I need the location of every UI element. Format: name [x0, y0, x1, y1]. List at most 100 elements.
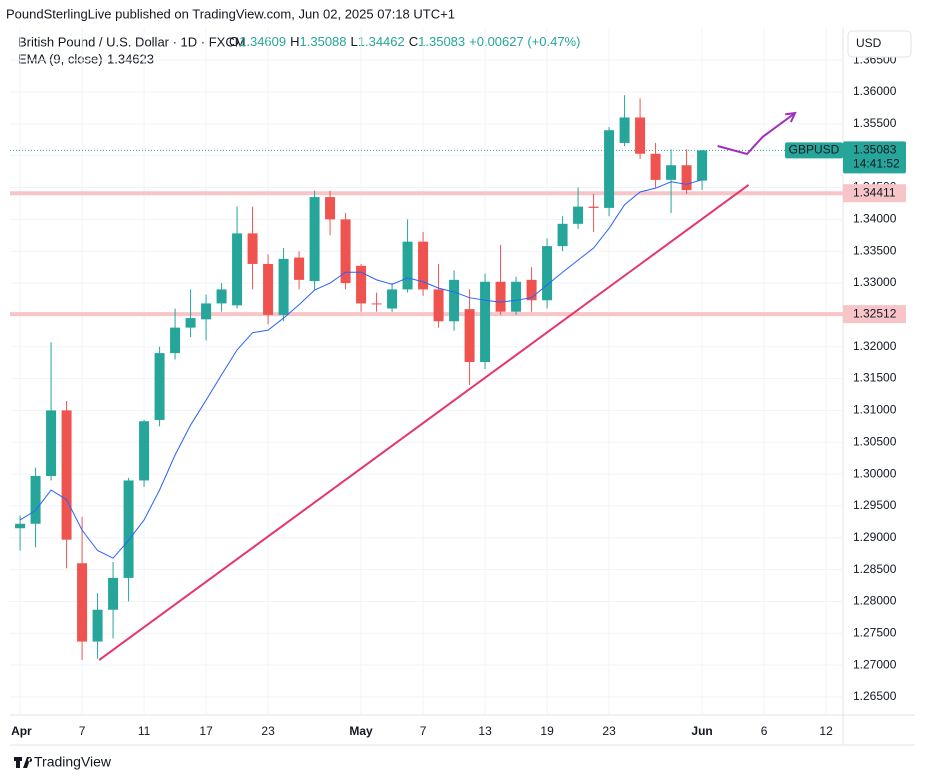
- y-tick-label: 1.30500: [853, 434, 897, 448]
- candle-body: [697, 150, 708, 181]
- candle-body: [464, 309, 475, 363]
- candle-body: [666, 165, 677, 180]
- plot-area: [10, 28, 843, 715]
- x-tick-label: 6: [761, 724, 768, 738]
- level-label-box: [843, 184, 906, 203]
- logo: TradingView: [14, 754, 112, 770]
- candle-body: [619, 117, 630, 143]
- x-tick-label: 23: [261, 724, 275, 738]
- legend: British Pound / U.S. Dollar · 1D · FXCM …: [18, 34, 580, 66]
- x-tick-label: 7: [420, 724, 427, 738]
- trend-line: [98, 184, 750, 661]
- x-tick-label: Jun: [691, 724, 712, 738]
- candle-body: [433, 289, 444, 322]
- y-tick-label: 1.26500: [853, 689, 897, 703]
- level-label: 1.34411: [853, 185, 896, 199]
- publisher: PoundSterlingLive published on TradingVi…: [6, 6, 455, 21]
- footer: TradingView: [34, 754, 112, 770]
- candle-body: [480, 281, 491, 363]
- y-tick-label: 1.28000: [853, 594, 897, 608]
- ohlc: O1.34609 H1.35088 L1.34462 C1.35083 +0.00627…: [229, 34, 580, 49]
- candle-body: [511, 281, 522, 312]
- candle-body: [77, 563, 88, 642]
- candle-body: [650, 153, 661, 180]
- y-tick-label: 1.33500: [853, 243, 897, 257]
- currency: USD: [856, 36, 882, 50]
- candle-body: [108, 577, 119, 610]
- change: +0.00627 (+0.47%): [469, 34, 580, 49]
- ema-value: 1.34623: [107, 51, 154, 66]
- candle-body: [681, 165, 692, 191]
- candle-body: [278, 258, 289, 315]
- y-tick-label: 1.34000: [853, 212, 897, 226]
- candle-body: [185, 318, 196, 328]
- candle-body: [15, 523, 26, 529]
- logo-icon: [14, 757, 33, 768]
- candle-body: [46, 410, 57, 477]
- projection-arrow: [717, 112, 796, 156]
- candle-body: [232, 233, 243, 306]
- y-tick-label: 1.32000: [853, 339, 897, 353]
- candle-body: [526, 279, 537, 301]
- x-tick-label: 11: [138, 724, 151, 738]
- symbol-label: GBPUSD: [789, 143, 840, 157]
- y-tick-label: 1.35500: [853, 116, 897, 130]
- countdown: 14:41:52: [853, 157, 900, 171]
- y-tick-label: 1.28500: [853, 562, 897, 576]
- ohlc-key: O: [229, 34, 239, 49]
- y-tick-label: 1.33000: [853, 275, 897, 289]
- ohlc-key: H: [290, 34, 299, 49]
- ohlc-value: 1.34609: [239, 34, 286, 49]
- ohlc-value: 1.35088: [300, 34, 347, 49]
- y-tick-label: 1.31000: [853, 403, 897, 417]
- candle-body: [139, 421, 150, 481]
- price-box: [843, 141, 906, 174]
- y-tick-label: 1.31500: [853, 371, 897, 385]
- x-tick-label: 12: [819, 724, 833, 738]
- candle-body: [123, 480, 134, 578]
- x-tick-label: Apr: [11, 724, 32, 738]
- currency-box: [847, 30, 912, 58]
- symbol-box: [785, 142, 843, 159]
- price-label: 1.35083: [853, 143, 897, 157]
- candle-body: [294, 257, 305, 280]
- ohlc-value: 1.35083: [418, 34, 465, 49]
- candle-body: [30, 476, 41, 524]
- candle-body: [263, 263, 274, 315]
- y-tick-label: 1.30000: [853, 466, 897, 480]
- ohlc-key: C: [409, 34, 418, 49]
- candle-body: [495, 281, 506, 312]
- y-tick-label: 1.29000: [853, 530, 897, 544]
- y-tick-label: 1.36000: [853, 84, 897, 98]
- candle-body: [325, 197, 336, 220]
- candle-body: [588, 206, 599, 208]
- x-tick-label: 23: [602, 724, 616, 738]
- indicator: EMA (9, close): [18, 51, 103, 66]
- candle-body: [154, 353, 165, 420]
- x-tick-label: 17: [199, 724, 213, 738]
- candle-body: [61, 410, 72, 540]
- candle-body: [216, 289, 227, 304]
- ohlc-key: L: [351, 34, 358, 49]
- candle-body: [247, 233, 258, 264]
- candle-body: [573, 206, 584, 224]
- candle-body: [418, 241, 429, 290]
- candle-body: [542, 246, 553, 301]
- y-tick-label: 1.27500: [853, 625, 897, 639]
- candle-body: [635, 117, 646, 154]
- candle-body: [449, 279, 460, 322]
- candle-body: [170, 327, 181, 354]
- candle-body: [557, 223, 568, 247]
- x-tick-label: May: [349, 724, 373, 738]
- series: [10, 95, 843, 661]
- candle-body: [340, 219, 351, 284]
- y-tick-label: 1.27000: [853, 657, 897, 671]
- candle-body: [371, 303, 382, 305]
- candle-body: [201, 303, 212, 320]
- candle-body: [387, 289, 398, 309]
- candle-body: [309, 197, 320, 282]
- symbol: British Pound / U.S. Dollar · 1D · FXCM: [18, 34, 246, 49]
- x-tick-label: 19: [540, 724, 554, 738]
- y-tick-label: 1.29500: [853, 498, 897, 512]
